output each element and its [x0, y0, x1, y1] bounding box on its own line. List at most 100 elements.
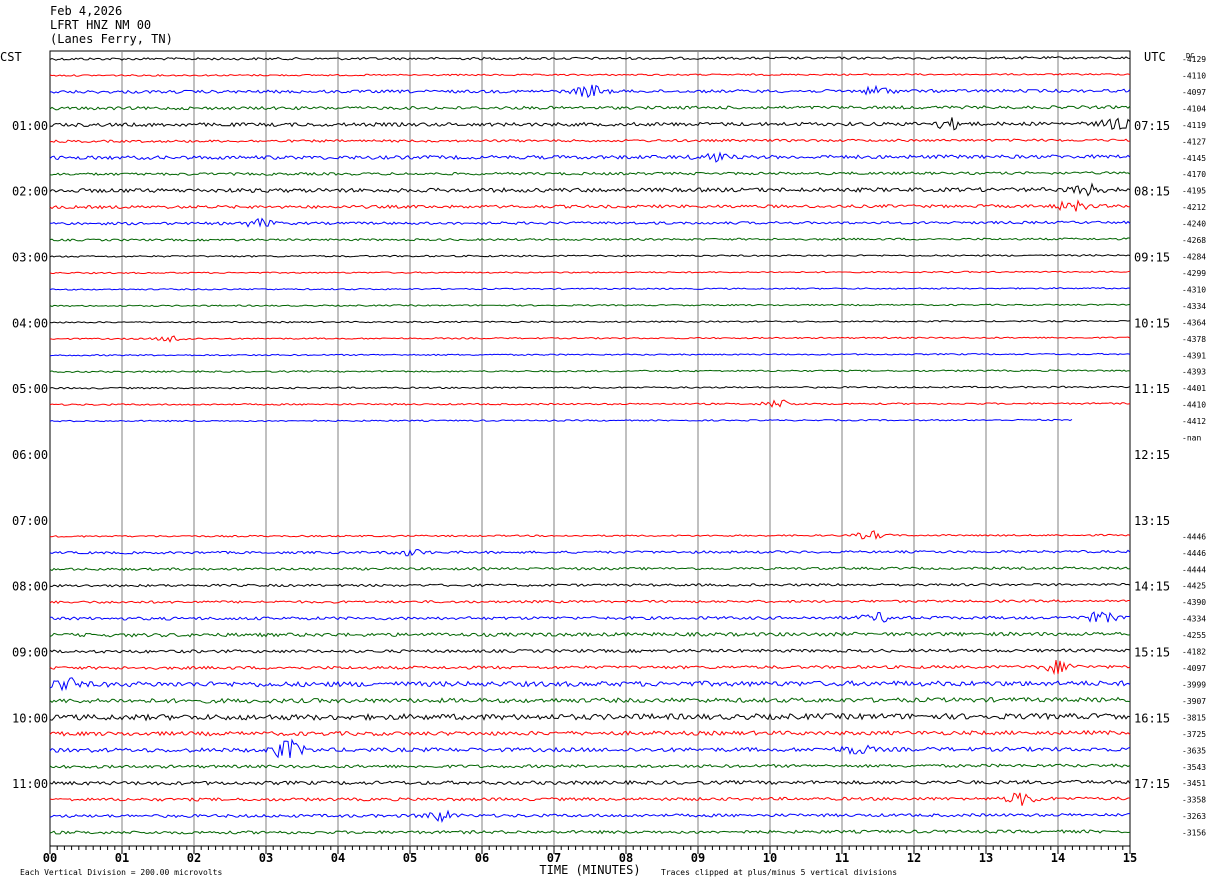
- dc-value: -4412: [1182, 417, 1206, 426]
- seismic-trace: [49, 712, 1131, 722]
- seismic-trace: [49, 352, 1131, 357]
- right-time-label: 10:15: [1134, 316, 1170, 330]
- seismic-trace: [49, 399, 1131, 408]
- dc-value: -4334: [1182, 615, 1206, 624]
- x-axis-label: TIME (MINUTES): [539, 863, 640, 877]
- dc-value: -4119: [1182, 121, 1206, 130]
- x-tick-label: 00: [43, 851, 57, 865]
- dc-value: -4195: [1182, 187, 1206, 196]
- dc-value: -4182: [1182, 648, 1206, 657]
- dc-value: -4097: [1182, 664, 1206, 673]
- dc-value: -4390: [1182, 598, 1206, 607]
- dc-value: -nan: [1182, 434, 1201, 443]
- dc-value: -4284: [1182, 253, 1206, 262]
- plot-frame: [49, 50, 1131, 847]
- x-tick-label: 05: [403, 851, 417, 865]
- x-tick-label: 12: [907, 851, 921, 865]
- dc-value: -3725: [1182, 730, 1206, 739]
- right-time-label: 13:15: [1134, 514, 1170, 528]
- seismic-trace: [50, 611, 1131, 623]
- right-time-label: 12:15: [1134, 448, 1170, 462]
- left-time-label: 04:00: [12, 316, 48, 330]
- seismic-trace: [49, 385, 1131, 390]
- seismic-trace: [49, 72, 1131, 77]
- seismic-trace: [49, 631, 1131, 638]
- left-time-label: 09:00: [12, 646, 48, 660]
- x-tick-label: 08: [619, 851, 633, 865]
- seismic-trace: [49, 303, 1131, 308]
- x-tick-label: 09: [691, 851, 705, 865]
- dc-value: -4127: [1182, 137, 1206, 146]
- dc-value: -3999: [1182, 680, 1206, 689]
- seismic-trace: [49, 809, 1130, 824]
- seismic-trace: [49, 738, 1131, 759]
- seismic-trace: [49, 335, 1131, 343]
- dc-value: -3907: [1182, 697, 1206, 706]
- dc-value: -4310: [1182, 285, 1206, 294]
- x-tick-label: 04: [331, 851, 345, 865]
- seismic-trace: [49, 779, 1131, 786]
- left-time-label: 10:00: [12, 711, 48, 725]
- right-time-label: 11:15: [1134, 382, 1170, 396]
- station-code: LFRT HNZ NM 00: [50, 18, 152, 32]
- dc-value: -4129: [1182, 55, 1206, 64]
- dc-title: DC: [1186, 52, 1194, 60]
- footer-scale-note: Each Vertical Division = 200.00 microvol…: [20, 868, 222, 877]
- left-time-label: 01:00: [12, 119, 48, 133]
- dc-value: -3156: [1182, 829, 1206, 838]
- seismic-trace: [49, 582, 1131, 588]
- left-time-label: 03:00: [12, 251, 48, 265]
- seismic-trace: [49, 254, 1131, 258]
- seismic-trace: [49, 182, 1131, 197]
- dc-value: -4299: [1182, 269, 1206, 278]
- dc-value: -4334: [1182, 302, 1206, 311]
- dc-value: -4255: [1182, 631, 1206, 640]
- seismic-trace: [49, 566, 1131, 572]
- dc-value: -3815: [1182, 713, 1206, 722]
- right-time-label: 16:15: [1134, 711, 1170, 725]
- seismic-trace: [49, 105, 1131, 111]
- dc-value: -4110: [1182, 71, 1206, 80]
- seismic-trace: [49, 792, 1130, 806]
- right-time-label: 14:15: [1134, 580, 1170, 594]
- seismic-trace: [49, 829, 1131, 835]
- x-tick-label: 14: [1051, 851, 1065, 865]
- dc-value: -4240: [1182, 220, 1206, 229]
- seismic-trace: [49, 138, 1131, 144]
- left-time-label: 05:00: [12, 382, 48, 396]
- seismic-trace: [49, 548, 1131, 557]
- x-tick-label: 01: [115, 851, 129, 865]
- station-location: (Lanes Ferry, TN): [50, 32, 173, 46]
- dc-value: -4378: [1182, 335, 1206, 344]
- seismic-trace: [49, 237, 1131, 242]
- x-tick-label: 10: [763, 851, 777, 865]
- dc-value: -3635: [1182, 746, 1206, 755]
- seismic-trace: [49, 171, 1131, 177]
- dc-value: -4446: [1182, 549, 1206, 558]
- seismic-trace: [49, 199, 1130, 212]
- dc-value: -4446: [1182, 532, 1206, 541]
- right-time-label: 09:15: [1134, 251, 1170, 265]
- dc-value: -4401: [1182, 384, 1206, 393]
- seismic-trace: [49, 648, 1131, 654]
- x-tick-label: 02: [187, 851, 201, 865]
- seismic-trace: [49, 599, 1130, 605]
- x-tick-label: 15: [1123, 851, 1137, 865]
- seismic-trace: [49, 287, 1131, 291]
- seismic-trace: [49, 418, 1073, 423]
- seismic-trace: [49, 217, 1131, 228]
- x-tick-label: 03: [259, 851, 273, 865]
- seismic-trace: [49, 660, 1131, 676]
- footer-clip-note: Traces clipped at plus/minus 5 vertical …: [661, 868, 897, 877]
- left-time-label: 08:00: [12, 580, 48, 594]
- dc-value: -4410: [1182, 401, 1206, 410]
- dc-value: -4425: [1182, 582, 1206, 591]
- dc-value: -4170: [1182, 170, 1206, 179]
- seismic-trace: [49, 151, 1131, 163]
- dc-value: -4097: [1182, 88, 1206, 97]
- dc-value: -4393: [1182, 368, 1206, 377]
- seismic-trace: [49, 270, 1131, 275]
- seismic-trace: [49, 530, 1131, 541]
- dc-value: -4145: [1182, 154, 1206, 163]
